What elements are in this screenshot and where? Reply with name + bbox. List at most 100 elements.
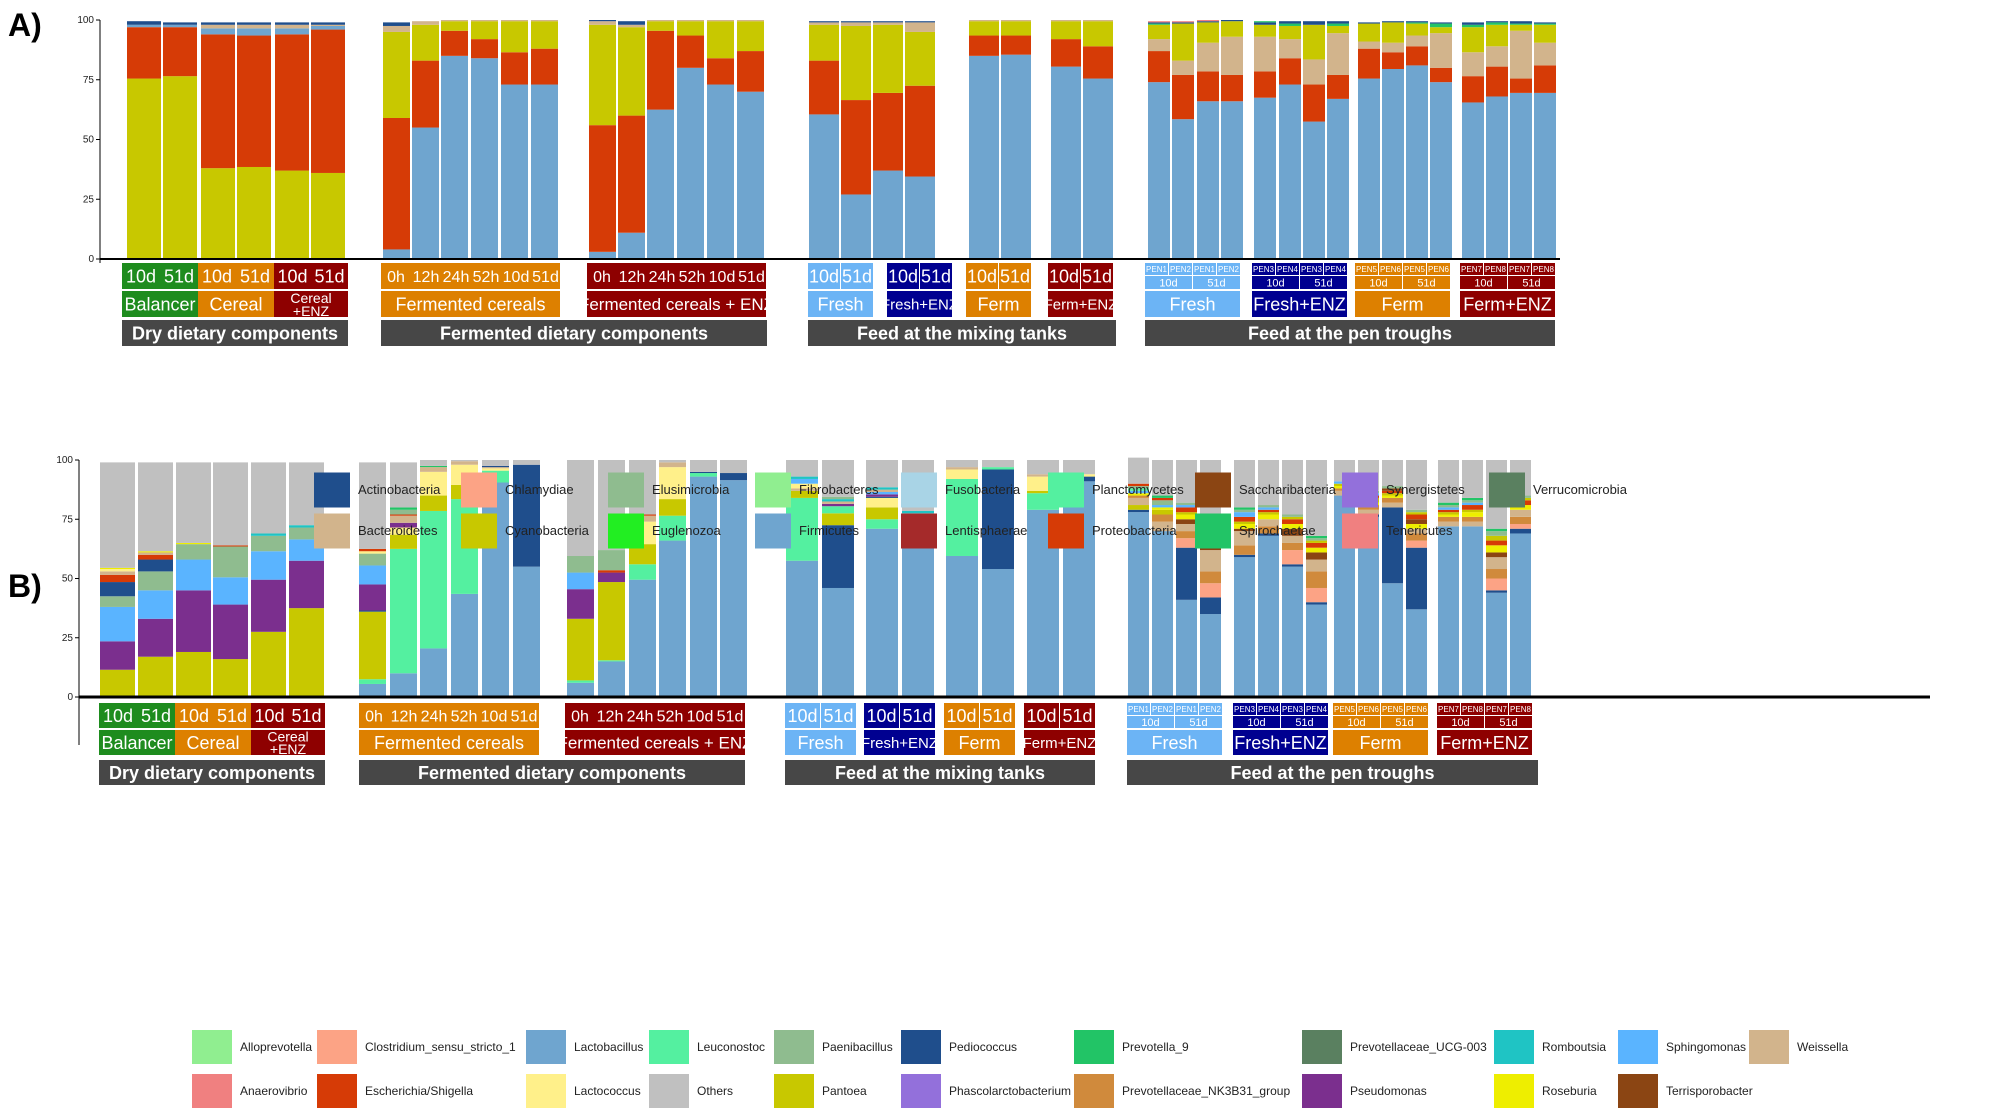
b-bar-8-others <box>390 462 417 508</box>
b-bar-29-clostridium-sensu-stricto-1 <box>1176 538 1197 548</box>
b-bar-18-others <box>720 460 747 474</box>
b-bar-6-pantoea <box>289 608 324 697</box>
b-bar-16-pantoea <box>659 499 686 516</box>
b-bar-40-weissella <box>1462 521 1483 527</box>
a-bar-2-firmicutes <box>163 24 197 28</box>
b-label-text: PEN1 <box>1176 705 1197 714</box>
b-bar-27-pediococcus <box>1128 509 1149 513</box>
a-bar-11-proteobacteria <box>501 52 528 85</box>
b-bar-29-paenibacillus <box>1176 502 1197 506</box>
a-bar-42-firmicutes <box>1534 92 1556 260</box>
a-bar-20-actinobacteria <box>841 21 871 23</box>
a-bar-29-proteobacteria <box>1197 71 1219 102</box>
a-bar-13-proteobacteria <box>589 125 616 252</box>
a-label-box <box>920 263 952 289</box>
a-bar-23-bacteroidetes <box>969 20 999 22</box>
b-bar-11-lactococcus <box>482 468 509 471</box>
b-label-box <box>359 730 539 755</box>
b-bar-39-prevotellaceae-nk3b31-group <box>1438 516 1459 522</box>
b-label-text: 24h <box>627 708 654 725</box>
a-bar-15-bacteroidetes <box>647 20 674 22</box>
b-label-box <box>251 703 288 728</box>
b-bar-41-escherichia-shigella <box>1486 540 1507 546</box>
a-bar-17-bacteroidetes <box>707 20 734 22</box>
a-bar-2-proteobacteria <box>163 27 197 77</box>
b-bar-31-prevotellaceae-nk3b31-group <box>1234 545 1255 555</box>
a-legend-label: Lentisphaerae <box>945 523 1027 538</box>
b-label-box <box>1233 716 1280 728</box>
b-bar-1-lactococcus <box>100 569 135 572</box>
a-bar-28-actinobacteria <box>1172 22 1194 24</box>
b-bar-14-pantoea <box>598 582 625 661</box>
a-label-text: 51d <box>738 269 765 286</box>
b-bar-15-lactobacillus <box>629 579 656 697</box>
a-bar-10-cyanobacteria <box>471 21 498 40</box>
b-bar-10-others <box>451 460 478 462</box>
a-label-text: Fresh <box>1169 294 1215 314</box>
panel-a-label: A) <box>8 7 42 43</box>
a-label-text: 10d <box>202 266 232 286</box>
b-bar-13-others <box>567 460 594 556</box>
b-bar-9-leuconostoc <box>420 510 447 649</box>
b-bar-22-lactobacillus <box>902 540 934 697</box>
a-bar-9-cyanobacteria <box>441 21 468 31</box>
chart-a: 0 25 50 75 100 <box>77 15 1560 265</box>
a-bar-9-proteobacteria <box>441 30 468 56</box>
a-bar-27-spirochaetae <box>1148 23 1170 25</box>
b-bar-9-pantoea <box>420 495 447 511</box>
b-label-text: 51d <box>291 706 321 726</box>
a-label-box <box>1379 263 1402 275</box>
a-bar-38-cyanobacteria <box>1430 27 1452 34</box>
b-bar-25-weissella <box>1027 474 1059 477</box>
b-label-box <box>359 703 389 728</box>
b-bar-10-lactobacillus <box>451 593 478 697</box>
b-label-text: PEN3 <box>1282 705 1303 714</box>
b-bar-20-lactobacillus <box>822 587 854 697</box>
b-label-text: 0h <box>365 708 383 725</box>
a-label-text: Fresh+ENZ <box>1253 294 1346 314</box>
a-bar-42-actinobacteria <box>1534 22 1556 24</box>
b-bar-41-clostridium-sensu-stricto-1 <box>1486 578 1507 591</box>
a-label-text: Fresh+ENZ <box>881 296 958 313</box>
a-label-box <box>1145 291 1240 317</box>
b-label-text: 51d <box>1062 706 1092 726</box>
a-label-box <box>122 320 348 346</box>
b-bar-3-sphingomonas <box>176 559 211 591</box>
b-bar-29-roseburia <box>1176 514 1197 520</box>
b-bar-29-terrisporobacter <box>1176 519 1197 524</box>
b-bar-21-romboutsia <box>866 487 898 490</box>
a-legend-swatch <box>461 513 497 549</box>
a-label-text: 12h <box>619 269 646 286</box>
a-label-text: 51d <box>1207 277 1225 289</box>
a-label-box <box>587 263 617 289</box>
b-bar-29-escherichia-shigella <box>1176 507 1197 513</box>
b-label-text: Dry dietary components <box>109 763 315 783</box>
b-bar-8-lactococcus <box>390 527 417 535</box>
a-bar-17-cyanobacteria <box>707 21 734 59</box>
a-bar-12-proteobacteria <box>531 48 558 85</box>
a-y-tick-label: 100 <box>77 15 94 26</box>
b-bar-41-terrisporobacter <box>1486 552 1507 558</box>
b-label-text: 10d <box>481 708 508 725</box>
a-bar-13-actinobacteria <box>589 20 616 22</box>
a-label-box <box>198 291 274 317</box>
b-bar-4-escherichia-shigella <box>213 545 248 547</box>
b-label-text: PEN4 <box>1306 705 1327 714</box>
a-legend-label: Chlamydiae <box>505 482 574 497</box>
a-bar-15-proteobacteria <box>647 30 674 110</box>
a-bar-29-bacteroidetes <box>1197 42 1219 72</box>
a-label-box <box>1484 263 1507 275</box>
b-y-tick-label: 25 <box>62 633 74 644</box>
b-bar-41-roseburia <box>1486 545 1507 553</box>
a-bar-36-firmicutes <box>1382 68 1404 260</box>
a-bar-38-bacteroidetes <box>1430 33 1452 68</box>
b-legend-swatch <box>1074 1030 1114 1064</box>
b-bar-20-paenibacillus <box>822 496 854 500</box>
a-bar-27-bacteroidetes <box>1148 39 1170 52</box>
a-bar-23-cyanobacteria <box>969 21 999 36</box>
a-bar-20-cyanobacteria <box>841 25 871 101</box>
b-label-box <box>1305 703 1328 715</box>
b-bar-28-weissella <box>1152 521 1173 532</box>
a-label-box <box>1508 263 1531 275</box>
b-label-text: Ferm+ENZ <box>1440 733 1529 753</box>
